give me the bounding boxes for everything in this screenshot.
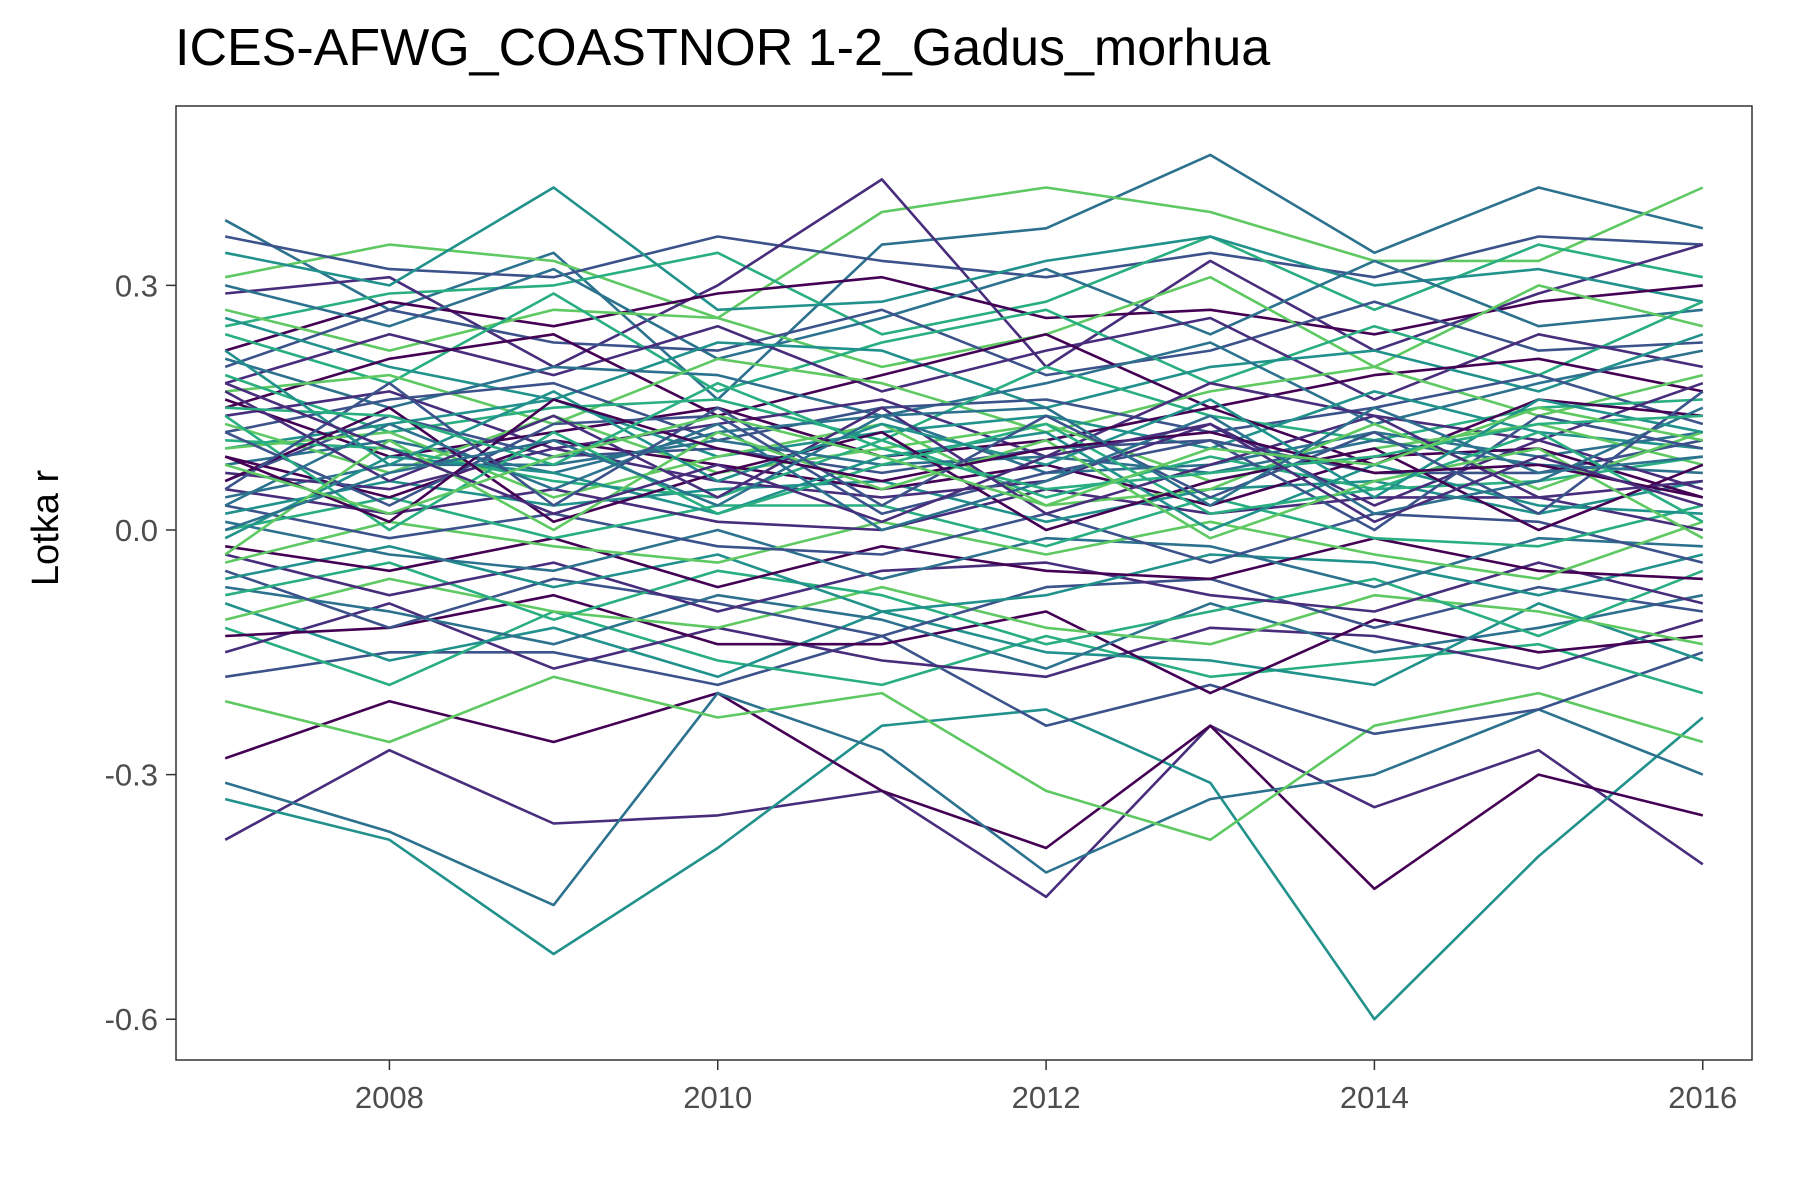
series-line-9 — [225, 178, 1704, 369]
x-axis: 2008 2010 2012 2014 2016 — [355, 1060, 1737, 1115]
series-line-4 — [224, 708, 1704, 1021]
series-line-2 — [224, 724, 1704, 899]
y-tick-label: 0.3 — [115, 268, 158, 303]
series-line-12 — [225, 634, 1704, 736]
y-axis-title: Lotka r — [25, 470, 67, 587]
series-line-21 — [224, 292, 1704, 393]
x-tick-label: 2014 — [1340, 1080, 1409, 1115]
series-line-16 — [224, 602, 1704, 679]
series-line-18 — [224, 602, 1704, 687]
series-line-25 — [224, 316, 1704, 410]
y-tick-label: 0.0 — [115, 513, 158, 548]
series-line-38 — [224, 520, 1704, 581]
series-line-27 — [224, 332, 1704, 418]
series-line-1 — [224, 153, 1704, 401]
series-line-6 — [224, 691, 1704, 891]
series-line-28 — [224, 561, 1704, 646]
series-line-42 — [224, 496, 1704, 548]
series-line-37 — [225, 381, 1704, 458]
series-line-11 — [224, 186, 1704, 312]
series-line-60 — [224, 349, 1704, 499]
series-line-22 — [225, 585, 1704, 670]
x-tick-label: 2012 — [1012, 1080, 1081, 1115]
x-tick-label: 2010 — [683, 1080, 752, 1115]
series-line-3 — [224, 186, 1704, 320]
series-line-19 — [224, 300, 1703, 377]
y-axis: -0.6 -0.3 0.0 0.3 — [105, 268, 176, 1037]
series-line-5 — [224, 235, 1703, 279]
series-line-13 — [224, 275, 1703, 352]
series-line-66 — [224, 406, 1704, 516]
x-tick-label: 2008 — [355, 1080, 424, 1115]
series-line-15 — [224, 259, 1703, 361]
series-line-62 — [224, 398, 1704, 524]
series-line-40 — [224, 504, 1704, 564]
series-line-24 — [224, 577, 1704, 646]
series-line-32 — [224, 544, 1704, 613]
series-line-20 — [225, 593, 1703, 695]
series-line-30 — [224, 553, 1704, 613]
series-line-65 — [224, 381, 1704, 524]
y-tick-label: -0.6 — [105, 1002, 158, 1037]
chart-title: ICES-AFWG_COASTNOR 1-2_Gadus_morhua — [175, 19, 1271, 77]
series-line-8 — [224, 691, 1704, 907]
y-tick-label: -0.3 — [105, 758, 158, 793]
series-line-61 — [224, 381, 1704, 516]
series-line-39 — [225, 390, 1703, 458]
x-tick-label: 2016 — [1668, 1080, 1737, 1115]
series-line-64 — [224, 406, 1703, 532]
series-line-36 — [224, 520, 1703, 589]
series-line-29 — [224, 341, 1704, 426]
panel-border — [175, 105, 1753, 1061]
series-layer — [224, 153, 1704, 1021]
series-line-10 — [224, 675, 1704, 842]
